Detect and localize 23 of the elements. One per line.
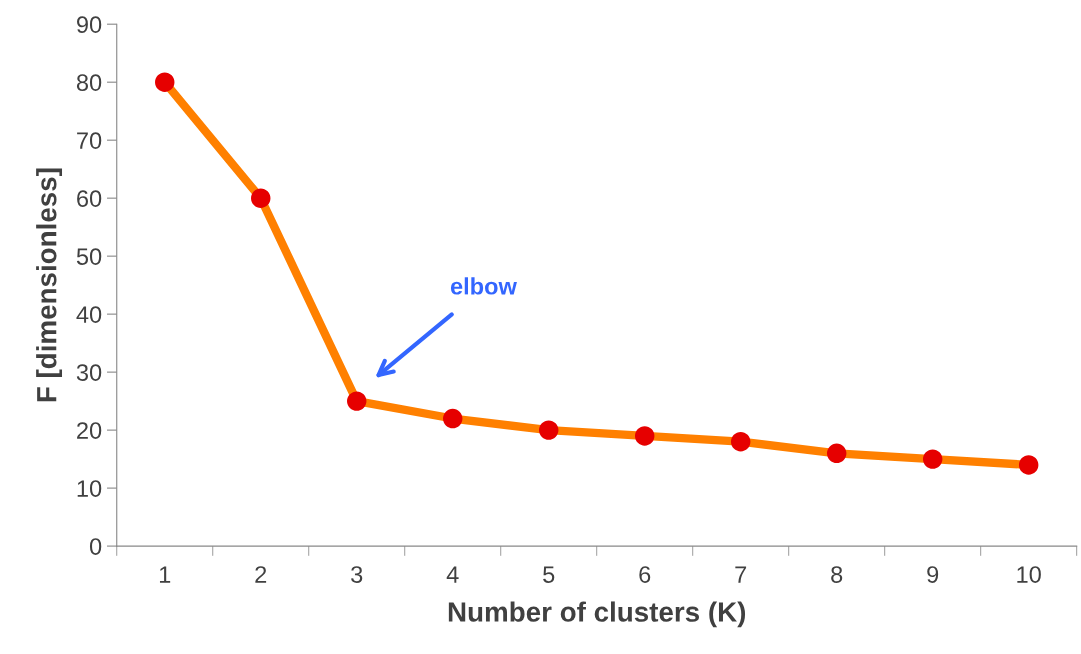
x-tick-label: 2 [255,566,267,583]
x-tick-label: 9 [927,566,939,583]
x-tick-label: 5 [543,566,555,583]
x-axis-title: Number of clusters (K) [448,601,746,628]
y-tick-label: 30 [76,364,102,381]
x-tick-label: 8 [831,566,843,583]
y-tick-label: 80 [76,74,102,91]
y-tick-label: 40 [76,306,102,323]
x-tick-label: 7 [735,566,747,583]
y-tick-label: 10 [77,480,102,497]
x-tick-label: 10 [1017,566,1041,583]
y-tick-label: 90 [77,16,102,33]
x-tick-label: 1 [159,566,171,583]
annotation: elbow [450,277,517,295]
y-tick-label: 70 [77,132,102,149]
y-tick-label: 20 [77,422,102,439]
y-tick-label: 50 [76,248,102,265]
y-tick-label: 60 [77,190,102,207]
x-tick-label: 6 [639,566,651,583]
y-tick-label: 0 [89,538,102,555]
x-tick-label: 3 [351,566,363,583]
x-tick-label: 4 [446,566,459,583]
y-axis-title: F [dimensionless] [36,168,63,402]
